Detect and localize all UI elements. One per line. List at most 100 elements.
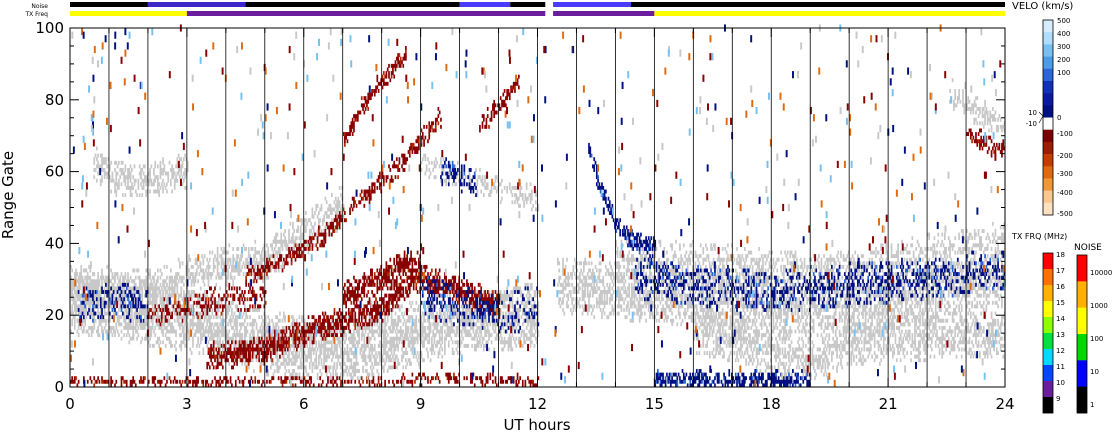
echo-cell [336, 229, 338, 233]
echo-cell [411, 340, 414, 345]
echo-cell [440, 336, 442, 341]
echo-cell [154, 160, 157, 165]
echo-cell [271, 347, 273, 352]
echo-cell [363, 336, 366, 341]
echo-cell [377, 318, 380, 323]
echo-cell [558, 290, 560, 294]
echo-cell [408, 300, 411, 305]
echo-cell [675, 304, 677, 309]
echo-cell [467, 322, 470, 327]
echo-cell [138, 279, 141, 284]
echo-cell [603, 311, 606, 316]
echo-cell [155, 340, 158, 345]
echo-cell [160, 322, 163, 327]
echo-cell [438, 329, 441, 334]
echo-cell [246, 340, 249, 345]
echo-cell [254, 254, 257, 259]
echo-cell [428, 329, 431, 334]
echo-cell [129, 175, 132, 180]
echo-cell [295, 218, 298, 223]
echo-cell [334, 211, 337, 215]
echo-cell [520, 315, 523, 320]
echo-cell [159, 340, 162, 345]
echo-cell [106, 171, 109, 176]
echo-cell [664, 300, 667, 305]
echo-cell [177, 308, 180, 312]
echo-cell [189, 272, 192, 277]
echo-cell [516, 315, 519, 320]
echo-cell [495, 333, 498, 338]
echo-cell [689, 304, 692, 309]
echo-cell [419, 322, 422, 327]
echo-cell [323, 239, 325, 244]
echo-cell [149, 171, 151, 176]
echo-cell [112, 282, 115, 287]
echo-cell [218, 300, 220, 305]
echo-cell [153, 293, 155, 298]
echo-cell [103, 308, 106, 312]
echo-cell [651, 300, 654, 305]
echo-cell [499, 329, 502, 334]
echo-cell [157, 185, 159, 190]
echo-cell [218, 275, 220, 280]
echo-cell [267, 315, 270, 320]
echo-cell [115, 178, 118, 183]
echo-cell [205, 329, 207, 334]
echo-cell [308, 347, 311, 352]
echo-cell [528, 293, 531, 298]
echo-cell [368, 336, 371, 341]
echo-cell [281, 254, 284, 259]
echo-cell [353, 343, 355, 348]
echo-cell [623, 275, 625, 280]
echo-cell [198, 272, 201, 277]
echo-cell [194, 261, 197, 266]
echo-cell [669, 286, 672, 291]
echo-cell [225, 250, 228, 255]
echo-cell [129, 193, 132, 198]
echo-cell [81, 329, 84, 334]
echo-cell [628, 308, 631, 312]
echo-cell [371, 369, 373, 373]
echo-cell [681, 268, 684, 273]
echo-cell [649, 300, 651, 305]
echo-cell [120, 282, 123, 287]
echo-cell [224, 261, 227, 266]
echo-cell [245, 272, 248, 277]
noise-strip-segment [245, 2, 460, 7]
echo-cell [377, 351, 380, 355]
echo-cell [580, 268, 583, 273]
echo-cell [201, 322, 203, 327]
echo-cell [90, 290, 93, 294]
echo-cell [623, 290, 625, 294]
echo-cell [450, 322, 453, 327]
echo-cell [164, 290, 167, 294]
echo-cell [633, 297, 636, 302]
echo-cell [134, 178, 137, 183]
echo-cell [128, 175, 131, 180]
echo-cell [514, 286, 516, 291]
echo-cell [238, 257, 241, 262]
echo-cell [425, 311, 428, 316]
echo-cell [566, 282, 568, 287]
echo-cell [576, 268, 579, 273]
echo-cell [144, 293, 146, 298]
echo-cell [428, 304, 431, 309]
echo-cell [199, 311, 202, 316]
echo-cell [286, 243, 289, 248]
echo-cell [212, 264, 215, 269]
echo-cell [297, 225, 299, 230]
echo-cell [228, 257, 231, 262]
echo-cell [437, 293, 440, 298]
echo-cell [344, 351, 346, 355]
echo-cell [433, 333, 436, 338]
echo-cell [241, 322, 244, 327]
echo-cell [308, 340, 311, 345]
echo-cell [237, 261, 240, 266]
echo-cell [371, 329, 373, 334]
echo-cell [73, 290, 76, 294]
echo-cell [176, 308, 179, 312]
echo-cell [310, 229, 312, 233]
echo-cell [327, 340, 329, 345]
echo-cell [144, 164, 146, 169]
echo-cell [162, 340, 164, 345]
